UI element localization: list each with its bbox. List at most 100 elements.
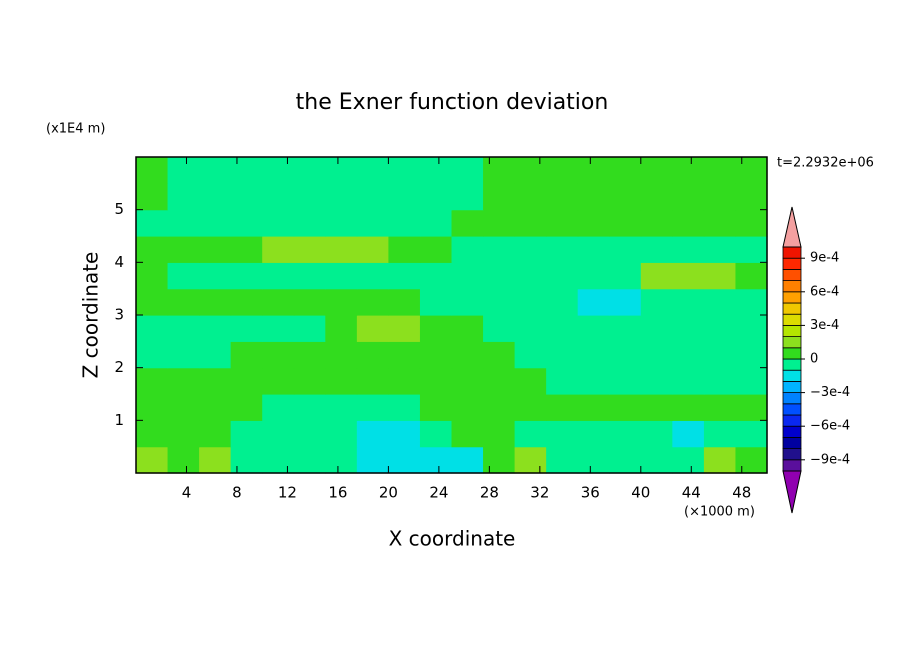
contour-cell (735, 236, 768, 263)
contour-field (136, 157, 768, 474)
contour-cell (388, 262, 421, 290)
contour-cell (167, 236, 200, 263)
contour-cell (640, 367, 673, 395)
contour-cell (735, 394, 768, 421)
contour-cell (672, 420, 705, 448)
contour-cell (735, 446, 768, 474)
contour-cell (136, 209, 169, 237)
colorbar-segment (782, 246, 802, 259)
contour-cell (388, 315, 421, 342)
contour-cell (356, 288, 389, 316)
contour-cell (451, 183, 484, 211)
contour-cell (388, 394, 421, 421)
contour-cell (419, 420, 453, 448)
contour-cell (356, 183, 389, 211)
contour-cell (577, 446, 610, 474)
contour-cell (609, 394, 642, 421)
contour-cell (388, 288, 421, 316)
contour-cell (546, 183, 579, 211)
contour-cell (388, 236, 421, 263)
contour-cell (356, 341, 389, 369)
contour-cell (735, 420, 768, 448)
contour-cell (388, 341, 421, 369)
contour-cell (230, 446, 263, 474)
contour-cell (546, 315, 579, 342)
contour-cell (136, 367, 169, 395)
contour-cell (388, 367, 421, 395)
contour-cell (136, 315, 169, 342)
contour-cell (293, 367, 326, 395)
contour-cell (388, 157, 421, 184)
x-tick-label: 24 (429, 484, 448, 502)
x-tick-label: 12 (278, 484, 297, 502)
contour-cell (262, 236, 295, 263)
x-tick-label: 32 (530, 484, 549, 502)
contour-cell (577, 157, 610, 184)
contour-cell (577, 236, 610, 263)
contour-cell (293, 157, 326, 184)
contour-cell (419, 446, 453, 474)
contour-cell (199, 446, 232, 474)
contour-cell (419, 236, 453, 263)
contour-cell (609, 420, 642, 448)
x-axis-label: X coordinate (389, 527, 516, 551)
contour-cell (293, 446, 326, 474)
contour-cell (609, 315, 642, 342)
contour-cell (577, 367, 610, 395)
contour-cell (325, 183, 358, 211)
contour-cell (514, 341, 547, 369)
contour-cell (356, 420, 389, 448)
contour-cell (451, 420, 484, 448)
contour-cell (356, 446, 389, 474)
contour-cell (230, 394, 263, 421)
y-unit: (x1E4 m) (46, 122, 105, 137)
contour-cell (514, 420, 547, 448)
contour-cell (546, 420, 579, 448)
contour-cell (640, 288, 673, 316)
contour-cell (577, 315, 610, 342)
contour-cell (262, 157, 295, 184)
contour-cell (388, 183, 421, 211)
contour-cell (419, 394, 453, 421)
contour-cell (483, 394, 516, 421)
contour-cell (262, 394, 295, 421)
y-tick-label: 2 (114, 358, 124, 376)
contour-cell (230, 341, 263, 369)
contour-cell (735, 367, 768, 395)
colorbar-segment (782, 414, 802, 427)
contour-cell (167, 183, 200, 211)
contour-cell (546, 262, 579, 290)
contour-cell (609, 157, 642, 184)
contour-cell (356, 209, 389, 237)
contour-cell (640, 209, 673, 237)
contour-cell (483, 446, 516, 474)
contour-cell (262, 420, 295, 448)
contour-cell (703, 236, 737, 263)
contour-cell (483, 315, 516, 342)
contour-cell (356, 262, 389, 290)
contour-cell (483, 341, 516, 369)
contour-cell (735, 209, 768, 237)
contour-cell (451, 341, 484, 369)
contour-cell (735, 288, 768, 316)
colorbar-tick-label: 0 (810, 352, 818, 367)
contour-cell (325, 262, 358, 290)
contour-cell (483, 367, 516, 395)
colorbar-segment (782, 336, 802, 349)
contour-cell (672, 315, 705, 342)
contour-cell (167, 446, 200, 474)
contour-cell (293, 341, 326, 369)
contour-cell (609, 446, 642, 474)
contour-cell (262, 315, 295, 342)
contour-cell (325, 420, 358, 448)
contour-cell (136, 420, 169, 448)
contour-cell (325, 367, 358, 395)
x-tick-label: 4 (182, 484, 192, 502)
contour-cell (136, 288, 169, 316)
x-tick-label: 16 (328, 484, 347, 502)
contour-cell (514, 236, 547, 263)
contour-cell (640, 420, 673, 448)
contour-cell (703, 367, 737, 395)
contour-cell (199, 367, 232, 395)
contour-cell (262, 209, 295, 237)
